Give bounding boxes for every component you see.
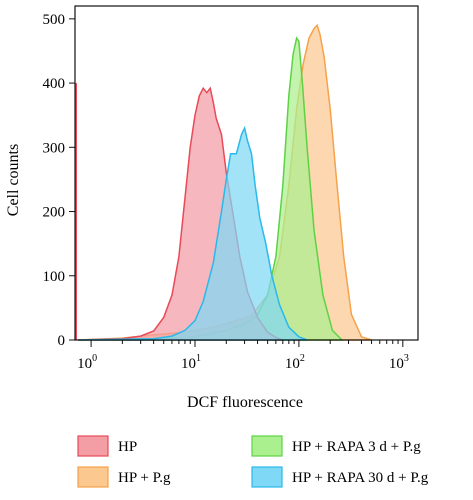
legend-swatch-1 (251, 435, 283, 457)
legend-label-1: HP + RAPA 3 d + P.g (292, 439, 421, 455)
plot-area (75, 23, 372, 341)
y-tick-label-5: 500 (43, 12, 66, 28)
y-axis: 0 100 200 300 400 500 (43, 12, 75, 349)
y-tick-label-0: 0 (58, 333, 66, 349)
plot-frame (74, 5, 419, 341)
legend-swatch-3 (251, 466, 283, 488)
legend: HP HP + RAPA 3 d + P.g HP + P.g HP + RAPA 3… (77, 435, 429, 488)
x-tick-label-3: 103 (389, 353, 409, 372)
x-axis-label: DCF fluorescence (187, 394, 303, 411)
series-area-3 (78, 125, 308, 341)
legend-swatch-2 (77, 466, 109, 488)
x-tick-label-1: 101 (181, 353, 201, 372)
legend-label-3: HP + RAPA 30 d + P.g (292, 470, 429, 486)
y-axis-label: Cell counts (5, 144, 22, 216)
legend-label-2: HP + P.g (118, 470, 171, 486)
y-tick-label-2: 200 (43, 205, 66, 221)
legend-label-0: HP (118, 439, 137, 455)
y-tick-label-3: 300 (43, 140, 66, 156)
legend-swatch-0 (77, 435, 109, 457)
x-axis: 100 101 102 103 (77, 340, 409, 372)
y-tick-label-4: 400 (43, 76, 66, 92)
x-tick-label-0: 100 (77, 353, 97, 372)
axes-frame (74, 5, 419, 341)
y-tick-label-1: 100 (43, 269, 66, 285)
x-tick-label-2: 102 (285, 353, 305, 372)
